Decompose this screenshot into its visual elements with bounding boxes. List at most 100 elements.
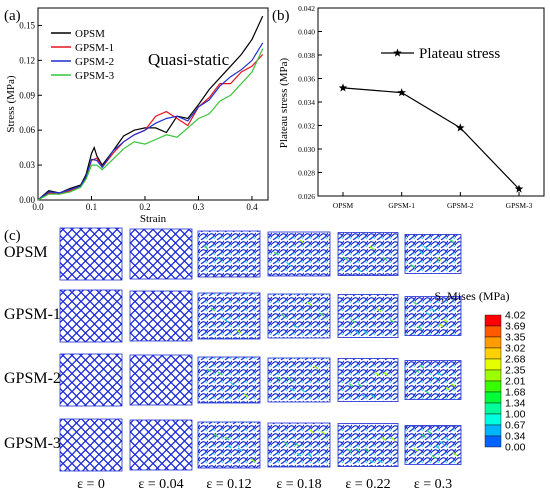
colorbar-segment: [484, 325, 502, 338]
colorbar-tick-label: 3.02: [505, 343, 526, 355]
chart-a-ytick-label: 0.00: [19, 195, 35, 205]
column-label: ε = 0: [77, 477, 105, 492]
chart-b-ytick-label: 0.038: [298, 51, 315, 60]
colorbar-tick-label: 1.68: [505, 387, 526, 399]
contour-cell: [267, 357, 331, 403]
contour-cell: [337, 358, 399, 402]
chart-a-xtick-label: 0.2: [139, 202, 150, 212]
colorbar-title: S, Mises (MPa): [434, 289, 509, 303]
chart-b-xtick-label: GPSM-3: [506, 201, 533, 210]
column-label: ε = 0.18: [276, 477, 321, 492]
contour-cell: [197, 356, 261, 404]
chart-b-xtick-label: GPSM-2: [447, 201, 474, 210]
chart-a-legend-label: OPSM: [75, 28, 105, 40]
colorbar-segment: [484, 424, 502, 437]
colorbar-tick-label: 4.02: [505, 310, 526, 322]
colorbar-tick-label: 1.34: [505, 398, 526, 410]
colorbar-tick-label: 0.34: [505, 431, 526, 443]
contour-grid: OPSM GPSM-1 GPSM-2 GPSM-3 ε = 0 ε = 0.04 ε = …: [4, 227, 526, 492]
chart-a-frame: [37, 7, 269, 201]
chart-b-ytick-label: 0.034: [298, 98, 315, 107]
contour-cell: [404, 360, 462, 400]
column-label: ε = 0.22: [345, 477, 390, 492]
row-label: GPSM-1: [4, 306, 61, 323]
contour-cell: [59, 227, 123, 281]
chart-b-ytick-label: 0.032: [298, 122, 315, 131]
colorbar-tick-label: 2.01: [505, 376, 526, 388]
chart-a-ytick-label: 0.06: [19, 125, 35, 135]
chart-a-legend-label: GPSM-3: [75, 70, 115, 82]
colorbar-tick-label: 1.00: [505, 409, 526, 421]
contour-cell: [129, 354, 193, 406]
panel-label-a: (a): [4, 8, 21, 24]
colorbar-segment: [484, 380, 502, 393]
colorbar-segment: [484, 369, 502, 382]
colorbar-tick-label: 3.35: [505, 332, 526, 344]
contour-cell: [129, 228, 193, 280]
column-label: ε = 0.12: [206, 477, 251, 492]
contour-cell: [197, 230, 261, 278]
chart-b-xtick-label: OPSM: [333, 201, 354, 210]
contour-cell: [59, 289, 123, 343]
chart-a-xlabel: Strain: [140, 213, 167, 225]
contour-cell: [129, 290, 193, 342]
colorbar-segment: [484, 347, 502, 360]
colorbar-segment: [484, 358, 502, 371]
contour-cell: [337, 423, 399, 467]
panel-label-b: (b): [272, 8, 290, 24]
chart-a-legend-label: GPSM-1: [75, 42, 114, 54]
colorbar-tick-label: 0.67: [505, 420, 526, 432]
chart-a-legend: OPSM GPSM-1 GPSM-2 GPSM-3: [51, 28, 115, 82]
chart-a-xtick-label: 0.0: [32, 202, 44, 212]
panel-label-c: (c): [4, 228, 21, 244]
chart-b-legend: Plateau stress: [381, 46, 500, 62]
contour-cell: [337, 232, 399, 276]
chart-b-ytick-label: 0.040: [298, 28, 315, 37]
contour-cell: [197, 421, 261, 469]
chart-a-ytick-label: 0.15: [19, 20, 35, 30]
colorbar-segment: [484, 413, 502, 426]
contour-cell: [404, 234, 462, 274]
chart-a-ylabel: Stress (MPa): [5, 75, 17, 132]
chart-b: 0.026 0.028 0.030 0.032 0.034 0.036 0.038 0.040…: [278, 4, 545, 210]
contour-cell: [129, 419, 193, 471]
chart-b-point: [338, 83, 348, 92]
column-label: ε = 0.3: [414, 477, 452, 492]
chart-b-ylabel: Plateau stress (MPa): [278, 57, 290, 148]
colorbar-segment: [484, 402, 502, 415]
colorbar-tick-label: 2.68: [505, 354, 526, 366]
chart-a-series-gpsm-3: [37, 48, 264, 201]
chart-b-ytick-label: 0.028: [298, 169, 315, 178]
row-label: GPSM-3: [4, 435, 61, 452]
contour-cell: [197, 292, 261, 340]
chart-a-ytick-label: 0.03: [19, 160, 35, 170]
row-label: OPSM: [4, 244, 48, 261]
colorbar-segment: [484, 391, 502, 404]
contour-cell: [267, 231, 331, 277]
contour-cell: [337, 294, 399, 338]
chart-b-point: [397, 88, 406, 97]
colorbar: S, Mises (MPa) 4.023.693.353.022.682.352…: [434, 289, 525, 454]
colorbar-tick-label: 3.69: [505, 321, 526, 333]
chart-a-annotation: Quasi-static: [148, 50, 230, 69]
chart-a-ytick-label: 0.12: [19, 55, 35, 65]
chart-a-xtick-label: 0.4: [246, 202, 258, 212]
column-label: ε = 0.04: [138, 477, 183, 492]
chart-b-point: [514, 184, 524, 193]
chart-a-ytick-label: 0.09: [19, 90, 35, 100]
chart-b-ytick-label: 0.026: [298, 192, 315, 201]
contour-cell: [59, 418, 123, 472]
contour-cell: [267, 293, 331, 339]
chart-b-point: [456, 123, 465, 132]
colorbar-segment: [484, 336, 502, 349]
chart-b-series-line: [342, 87, 520, 190]
chart-a-xtick-label: 0.1: [86, 202, 97, 212]
chart-b-ytick-label: 0.036: [298, 75, 315, 84]
row-label: GPSM-2: [4, 370, 61, 387]
chart-b-ytick-label: 0.042: [298, 4, 315, 13]
chart-b-xtick-label: GPSM-1: [388, 201, 415, 210]
chart-b-legend-label: Plateau stress: [419, 46, 500, 62]
contour-cell: [404, 425, 462, 465]
colorbar-tick-label: 2.35: [505, 365, 526, 377]
